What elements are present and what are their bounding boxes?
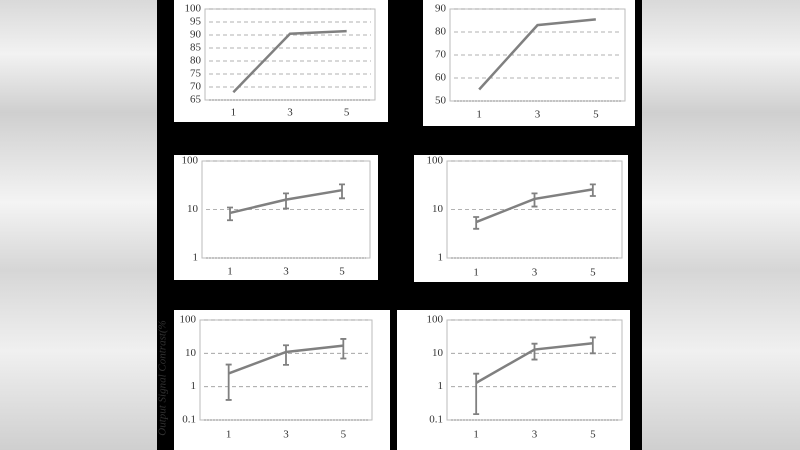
x-tick-label: 1	[227, 266, 233, 278]
y-tick-label: 80	[190, 55, 202, 67]
x-tick-label: 1	[473, 429, 479, 441]
x-tick-label: 1	[473, 267, 479, 279]
x-tick-label: 3	[287, 107, 293, 119]
y-tick-label: 65	[190, 94, 202, 106]
chart-panel	[414, 155, 628, 282]
error-bar	[225, 363, 232, 401]
y-tick-label: 1	[438, 252, 444, 264]
y-tick-label: 90	[190, 29, 202, 41]
y-tick-label: 85	[190, 42, 202, 54]
x-tick-label: 5	[344, 107, 350, 119]
y-tick-label: 70	[435, 49, 447, 61]
error-bar	[531, 192, 538, 208]
y-tick-label: 10	[187, 203, 199, 215]
x-tick-label: 1	[476, 109, 482, 121]
chart-panel	[423, 0, 635, 126]
x-tick-label: 3	[532, 267, 538, 279]
data-line	[478, 18, 596, 91]
error-bar	[473, 216, 480, 230]
x-tick-label: 1	[231, 107, 237, 119]
x-tick-label: 5	[341, 429, 347, 441]
y-tick-label: 60	[435, 72, 447, 84]
error-bar	[531, 342, 538, 361]
y-tick-label: 100	[427, 314, 444, 326]
y-tick-label: 1	[438, 380, 444, 392]
x-tick-label: 3	[283, 266, 289, 278]
error-bar	[227, 206, 233, 222]
y-tick-label: 10	[185, 347, 197, 359]
y-tick-label: 100	[427, 155, 444, 167]
x-tick-label: 5	[590, 267, 596, 279]
y-tick-label: 95	[190, 16, 202, 28]
x-tick-label: 3	[532, 429, 538, 441]
error-bar	[340, 338, 347, 360]
chart-panel	[397, 310, 630, 450]
chart-panel	[174, 310, 390, 450]
y-tick-label: 90	[435, 3, 447, 15]
error-bar	[473, 372, 480, 416]
y-tick-label: 0.1	[182, 414, 196, 426]
error-bar	[589, 336, 596, 355]
y-tick-label: 1	[193, 252, 199, 264]
y-axis-label: Output Signal Contrast(%	[157, 320, 169, 436]
error-bar	[283, 192, 289, 210]
error-bar	[589, 183, 596, 197]
y-tick-label: 70	[190, 81, 202, 93]
error-bar	[283, 344, 289, 366]
y-tick-label: 10	[432, 347, 444, 359]
data-line	[232, 29, 347, 94]
x-tick-label: 3	[535, 109, 541, 121]
y-tick-label: 0.1	[429, 414, 443, 426]
y-tick-label: 10	[432, 203, 444, 215]
y-tick-label: 100	[185, 3, 202, 15]
x-tick-label: 3	[283, 429, 289, 441]
x-tick-label: 5	[590, 429, 596, 441]
y-tick-label: 75	[190, 68, 202, 80]
plot-area	[446, 160, 623, 259]
y-tick-label: 1	[191, 380, 197, 392]
y-tick-label: 100	[182, 155, 199, 167]
error-bar	[339, 183, 345, 200]
x-tick-label: 5	[593, 109, 599, 121]
plot-area	[446, 319, 623, 421]
y-tick-label: 50	[435, 95, 447, 107]
plot-area	[449, 8, 626, 102]
x-tick-label: 1	[226, 429, 232, 441]
y-tick-label: 100	[180, 314, 197, 326]
y-tick-label: 80	[435, 26, 447, 38]
x-tick-label: 5	[339, 266, 345, 278]
chart-panel	[174, 155, 378, 280]
